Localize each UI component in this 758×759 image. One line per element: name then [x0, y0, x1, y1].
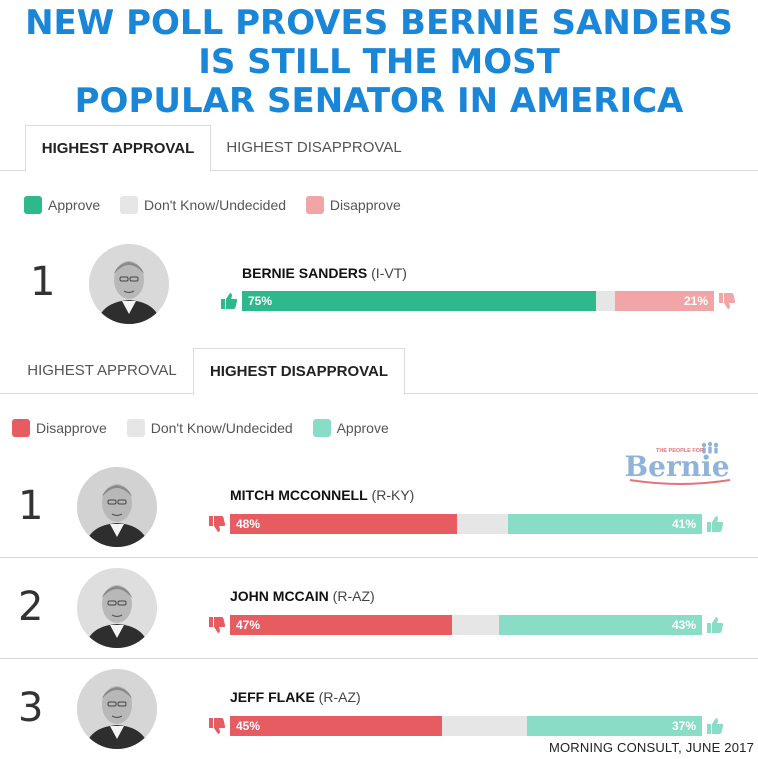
legend-label-undecided: Don't Know/Undecided — [150, 420, 293, 437]
thumbs-up-icon — [707, 718, 724, 734]
legend-item-undecided: Don't Know/Undecided — [120, 196, 287, 215]
people-for-bernie-logo: THE PEOPLE FOR Bernie — [624, 441, 731, 485]
senator-party: (R-AZ) — [314, 689, 361, 705]
rank-number: 1 — [30, 259, 56, 305]
senator-party: (R-AZ) — [328, 588, 375, 604]
disapproval-panel-tabs: HIGHEST APPROVAL HIGHEST DISAPPROVAL — [0, 348, 758, 395]
avatar — [89, 244, 169, 324]
logo-swoosh — [629, 479, 731, 485]
senator-portrait — [89, 244, 169, 324]
undecided-segment — [596, 291, 615, 311]
legend-label-undecided: Don't Know/Undecided — [144, 197, 287, 214]
logo-big-text: Bernie — [624, 450, 729, 483]
tab-highest-approval[interactable]: HIGHEST APPROVAL — [27, 362, 177, 379]
people-icon — [701, 441, 719, 454]
thumbs-down-icon — [209, 516, 226, 532]
avatar — [77, 467, 157, 547]
stacked-bar: 75% 21% — [242, 291, 714, 311]
senator-portrait — [77, 568, 157, 648]
chart-row: 2 JOHN MCCAIN (R-AZ) 47% 43% — [0, 563, 758, 658]
thumbs-up-icon — [707, 516, 724, 532]
senator-name: JOHN MCCAIN (R-AZ) — [230, 588, 375, 604]
approve-segment — [527, 716, 702, 736]
thumbs-up-icon — [221, 293, 238, 309]
approval-panel-tabs: HIGHEST APPROVAL HIGHEST DISAPPROVAL — [0, 125, 758, 172]
legend-swatch-undecided — [126, 419, 145, 438]
legend-item-disapprove: Disapprove — [12, 419, 107, 438]
undecided-segment — [442, 716, 528, 736]
senator-name: JEFF FLAKE (R-AZ) — [230, 689, 361, 705]
legend-label-disapprove: Disapprove — [36, 420, 107, 437]
senator-name: BERNIE SANDERS (I-VT) — [242, 265, 407, 281]
approve-segment — [508, 514, 702, 534]
stacked-bar: 45% 37% — [230, 716, 702, 736]
legend-swatch-disapprove — [305, 196, 324, 215]
legend-item-disapprove: Disapprove — [305, 196, 401, 215]
chart-row: 1 BERNIE SANDERS (I-VT) 75% 21% — [0, 240, 758, 340]
senator-portrait — [77, 467, 157, 547]
disapprove-segment — [614, 291, 714, 311]
source-note: MORNING CONSULT, JUNE 2017 — [548, 740, 754, 755]
undecided-segment — [451, 615, 500, 635]
headline-line-1: NEW POLL PROVES BERNIE SANDERS — [25, 3, 733, 43]
disapprove-segment-label: 45% — [236, 719, 261, 733]
thumbs-down-icon — [209, 617, 226, 633]
tab-highest-disapproval[interactable]: HIGHEST DISAPPROVAL — [226, 139, 402, 156]
legend-item-approve: Approve — [312, 419, 389, 438]
chart-row: 3 JEFF FLAKE (R-AZ) 45% 37% — [0, 664, 758, 759]
tab-baseline — [0, 170, 758, 171]
disapproval-legend: Disapprove Don't Know/Undecided Approve — [12, 419, 405, 441]
disapprove-segment-label: 47% — [236, 618, 261, 632]
headline: NEW POLL PROVES BERNIE SANDERS IS STILL … — [0, 4, 758, 121]
avatar — [77, 669, 157, 749]
headline-line-3: POPULAR SENATOR IN AMERICA — [74, 81, 684, 121]
senator-party: (R-KY) — [367, 487, 415, 503]
legend-label-approve: Approve — [48, 197, 101, 214]
approve-segment — [242, 291, 596, 311]
legend-label-approve: Approve — [336, 420, 389, 437]
senator-portrait — [77, 669, 157, 749]
senator-name: MITCH MCCONNELL (R-KY) — [230, 487, 414, 503]
senator-name-text: JOHN MCCAIN — [230, 588, 329, 604]
row-divider — [0, 557, 758, 558]
disapprove-segment — [230, 514, 457, 534]
senator-name-text: JEFF FLAKE — [230, 689, 315, 705]
approve-segment-label: 43% — [671, 618, 696, 632]
legend-item-approve: Approve — [24, 196, 101, 215]
thumbs-down-icon — [209, 718, 226, 734]
approve-segment-label: 41% — [671, 517, 696, 531]
senator-name-text: MITCH MCCONNELL — [230, 487, 368, 503]
tab-highest-approval[interactable]: HIGHEST APPROVAL — [25, 125, 211, 172]
disapprove-segment — [230, 716, 443, 736]
rank-number: 3 — [18, 685, 44, 731]
senator-name-text: BERNIE SANDERS — [242, 265, 368, 281]
tab-highest-disapproval[interactable]: HIGHEST DISAPPROVAL — [193, 348, 405, 395]
legend-swatch-disapprove — [12, 419, 30, 438]
approve-segment-label: 37% — [671, 719, 696, 733]
legend-swatch-undecided — [120, 196, 139, 215]
approval-legend: Approve Don't Know/Undecided Disapprove — [24, 196, 417, 218]
rank-number: 1 — [18, 483, 44, 529]
stacked-bar: 47% 43% — [230, 615, 702, 635]
legend-label-disapprove: Disapprove — [329, 197, 401, 214]
stacked-bar: 48% 41% — [230, 514, 702, 534]
logo-small-text: THE PEOPLE FOR — [656, 448, 704, 454]
legend-swatch-approve — [24, 196, 42, 215]
approve-segment-label: 75% — [248, 294, 273, 308]
thumbs-up-icon — [707, 617, 724, 633]
headline-line-2: IS STILL THE MOST — [198, 42, 560, 82]
senator-party: (I-VT) — [367, 265, 407, 281]
legend-swatch-approve — [312, 419, 331, 438]
avatar — [77, 568, 157, 648]
undecided-segment — [456, 514, 509, 534]
disapprove-segment-label: 48% — [236, 517, 261, 531]
row-divider — [0, 658, 758, 659]
chart-row: 1 MITCH MCCONNELL (R-KY) 48% 41% — [0, 462, 758, 557]
thumbs-down-icon — [719, 293, 736, 309]
approve-segment — [499, 615, 702, 635]
disapprove-segment-label: 21% — [683, 294, 708, 308]
disapprove-segment — [230, 615, 452, 635]
legend-item-undecided: Don't Know/Undecided — [126, 419, 293, 438]
rank-number: 2 — [18, 584, 44, 630]
